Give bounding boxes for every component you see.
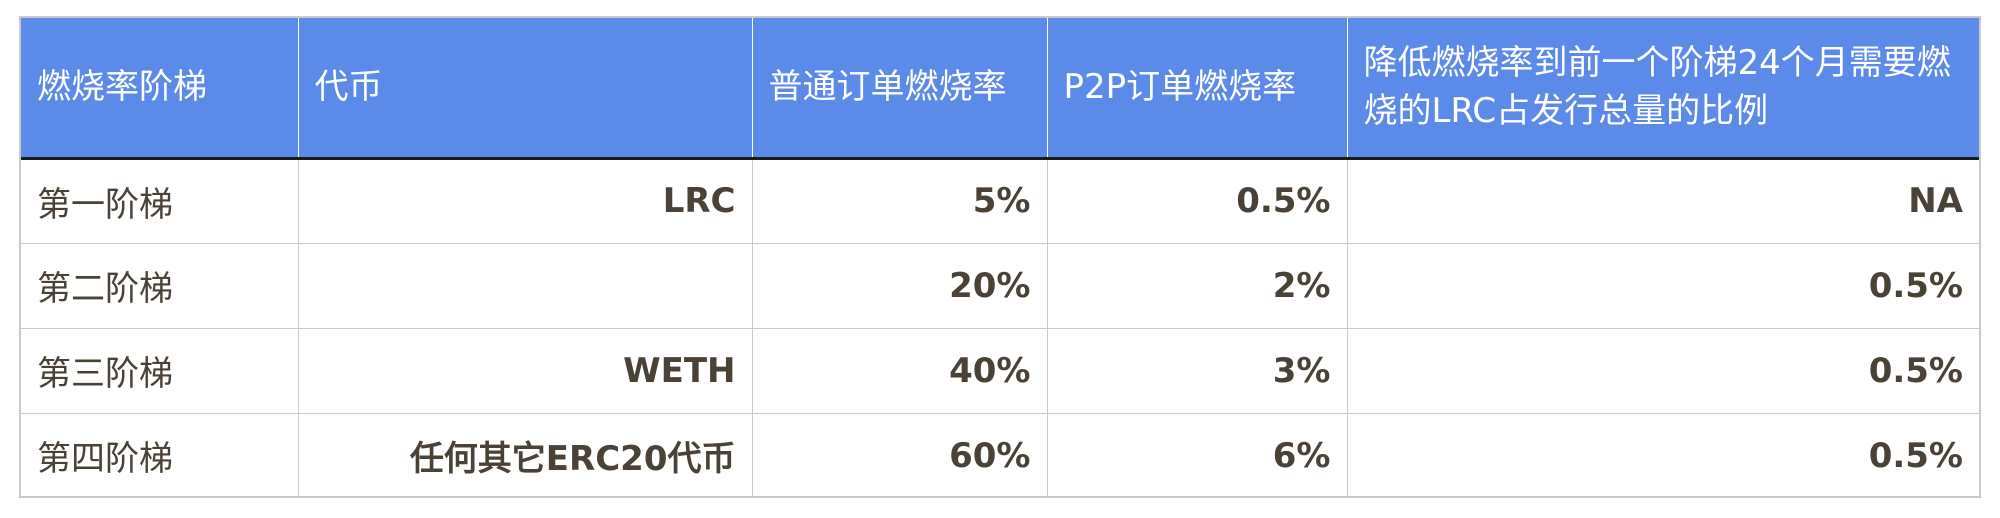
token-cell: LRC — [298, 158, 753, 244]
token-cell — [298, 243, 753, 329]
header-row: 燃烧率阶梯 代币 普通订单燃烧率 P2P订单燃烧率 降低燃烧率到前一个阶梯24个… — [21, 18, 1979, 160]
p2p-rate-cell: 0.5% — [1047, 158, 1348, 244]
ratio-cell: 0.5% — [1868, 435, 1963, 476]
tier-cell: 第二阶梯 — [21, 243, 299, 329]
table-row: 第四阶梯 任何其它ERC20代币 60% 6% 0.5% — [21, 413, 1979, 496]
table-row: 第一阶梯 LRC 5% 0.5% NA — [21, 158, 1979, 244]
burn-rate-table-grid: 燃烧率阶梯 代币 普通订单燃烧率 P2P订单燃烧率 降低燃烧率到前一个阶梯24个… — [21, 18, 1979, 496]
tier-cell: 第四阶梯 — [21, 413, 299, 496]
header-tier: 燃烧率阶梯 — [21, 18, 299, 160]
token-cell: WETH — [298, 328, 753, 414]
table-row: 第三阶梯 WETH 40% 3% 0.5% — [21, 328, 1979, 414]
p2p-rate-cell: 3% — [1047, 328, 1348, 414]
normal-rate-cell: 20% — [752, 243, 1048, 329]
normal-rate-cell: 60% — [752, 413, 1048, 496]
ratio-cell: 0.5% — [1347, 243, 1979, 329]
p2p-rate-cell: 2% — [1047, 243, 1348, 329]
header-ratio: 降低燃烧率到前一个阶梯24个月需要燃烧的LRC占发行总量的比例 — [1347, 18, 1979, 160]
normal-rate-cell: 40% — [752, 328, 1048, 414]
header-token: 代币 — [298, 18, 753, 160]
token-cell: 任何其它ERC20代币 — [298, 413, 753, 496]
normal-rate-cell: 5% — [752, 158, 1048, 244]
burn-rate-table: 燃烧率阶梯 代币 普通订单燃烧率 P2P订单燃烧率 降低燃烧率到前一个阶梯24个… — [19, 16, 1981, 498]
table-row: 第二阶梯 20% 2% 0.5% — [21, 243, 1979, 329]
ratio-cell: NA — [1347, 158, 1979, 244]
tier-cell: 第三阶梯 — [21, 328, 299, 414]
ratio-cell: 0.5% — [1347, 328, 1979, 414]
header-p2p-rate: P2P订单燃烧率 — [1047, 18, 1348, 160]
tier-cell: 第一阶梯 — [21, 158, 299, 244]
p2p-rate-cell: 6% — [1047, 413, 1348, 496]
header-normal-rate: 普通订单燃烧率 — [752, 18, 1048, 160]
